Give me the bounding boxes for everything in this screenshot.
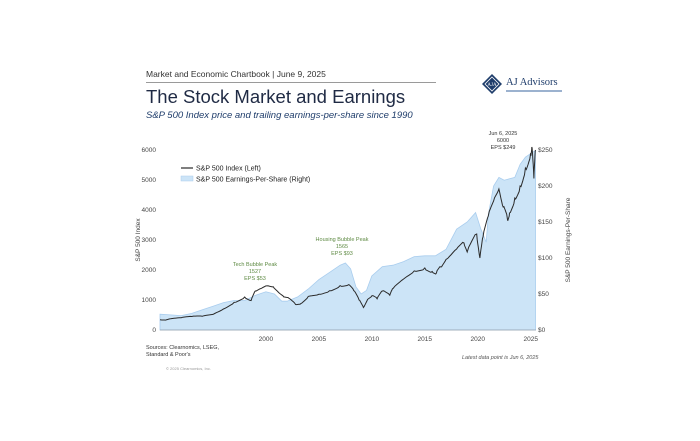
header-divider: [146, 82, 436, 83]
annotation-text: Housing Bubble Peak: [316, 237, 369, 243]
y-left-tick-label: 3000: [142, 237, 157, 244]
y-left-tick-label: 5000: [142, 177, 157, 184]
legend-eps-swatch: [180, 175, 194, 182]
y-right-axis-title: S&P 500 Earnings-Per-Share: [565, 197, 572, 282]
copyright-note: © 2025 Clearnomics, Inc.: [166, 366, 211, 371]
y-left-tick-label: 0: [152, 327, 156, 334]
eps-area: [159, 150, 536, 331]
chartbook-header: Market and Economic Chartbook | June 9, …: [146, 69, 326, 79]
annotation-text: 1565: [336, 244, 348, 250]
y-right-tick-label: $0: [538, 327, 546, 334]
x-tick-label: 2005: [312, 336, 327, 343]
annotation-text: EPS $249: [491, 145, 516, 151]
y-right-tick-label: $100: [538, 255, 553, 262]
x-tick-label: 2010: [365, 336, 380, 343]
annotation-text: 1527: [249, 269, 261, 275]
y-left-tick-label: 4000: [142, 207, 157, 214]
x-tick-label: 2020: [471, 336, 486, 343]
aja-diamond-icon: AJA: [482, 74, 502, 94]
sources-note: Sources: Clearnomics, LSEG, Standard & P…: [146, 345, 220, 358]
aj-advisors-logo: AJA AJ Advisors: [482, 74, 572, 98]
annotation-text: EPS $53: [244, 276, 266, 282]
y-right-tick-label: $150: [538, 219, 553, 226]
latest-data-note: Latest data point is Jun 6, 2025: [462, 355, 539, 361]
chart-subtitle: S&P 500 Index price and trailing earning…: [146, 110, 413, 121]
y-left-tick-label: 1000: [142, 297, 157, 304]
logo-mark-text: AJA: [487, 83, 497, 88]
eps-area-layer: [159, 150, 536, 331]
y-right-tick-label: $200: [538, 183, 553, 190]
annotation-text: EPS $93: [331, 251, 353, 257]
x-tick-label: 2000: [259, 336, 274, 343]
y-left-axis-title: S&P 500 Index: [135, 218, 142, 262]
index-line: [159, 146, 536, 321]
logo-tagline-bar: [506, 90, 562, 92]
axis-layer: 0 1000 2000 3000 4000 5000 6000 $0 $50 $100 $150 $2…: [135, 147, 572, 343]
y-right-tick-label: $250: [538, 147, 553, 154]
legend-index-label: S&P 500 Index (Left): [196, 166, 261, 173]
x-tick-label: 2015: [418, 336, 433, 343]
annotation-text: 6000: [497, 138, 509, 144]
annotation-text: Tech Bubble Peak: [233, 262, 278, 268]
legend-eps-label: S&P 500 Earnings-Per-Share (Right): [196, 177, 310, 184]
logo-name: AJ Advisors: [506, 77, 558, 88]
legend: S&P 500 Index (Left) S&P 500 Earnings-Per…: [180, 166, 310, 184]
y-left-tick-label: 2000: [142, 267, 157, 274]
annotation-text: Jun 6, 2025: [489, 131, 518, 137]
index-line-layer: [159, 146, 536, 321]
chart-title: The Stock Market and Earnings: [146, 86, 406, 107]
y-left-tick-label: 6000: [142, 147, 157, 154]
x-tick-label: 2025: [523, 336, 538, 343]
y-right-tick-label: $50: [538, 291, 549, 298]
